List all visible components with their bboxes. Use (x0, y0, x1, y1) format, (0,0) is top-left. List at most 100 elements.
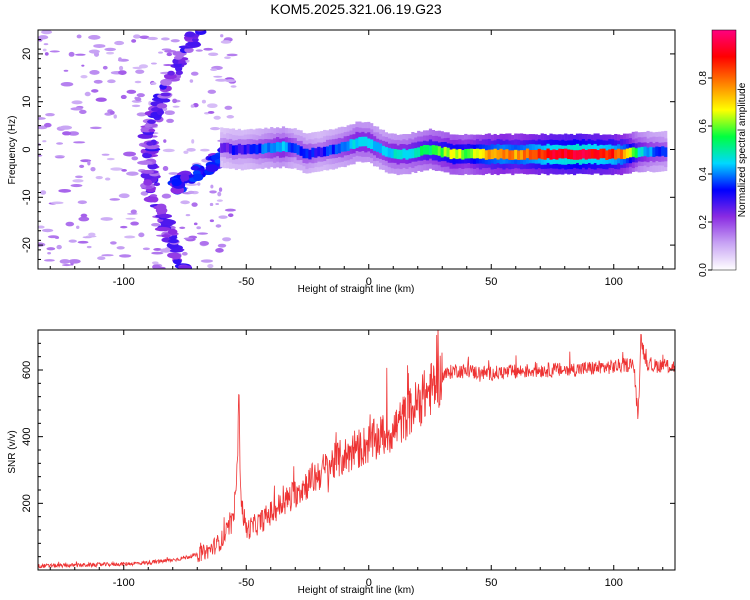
noise-speckle (76, 34, 82, 39)
ridge-cell (240, 144, 244, 155)
ridge-cell (405, 150, 409, 160)
noise-speckle (166, 118, 174, 123)
noise-speckle (136, 93, 145, 98)
ridge-cell (537, 148, 541, 159)
noise-speckle (185, 183, 198, 186)
noise-speckle (109, 110, 115, 115)
ridge-cell (258, 143, 262, 154)
noise-speckle (196, 226, 201, 230)
ridge-cell (278, 142, 283, 153)
ridge-cell (346, 141, 350, 151)
snr-y-axis-label: SNR (v/v) (7, 430, 18, 473)
noise-speckle (209, 219, 215, 223)
track-blob (154, 226, 171, 232)
track-blob (144, 123, 153, 128)
noise-speckle (45, 112, 55, 117)
noise-speckle (89, 126, 102, 130)
ridge-cell (561, 148, 565, 159)
noise-speckle (44, 52, 49, 56)
noise-speckle (38, 117, 46, 120)
noise-speckle (91, 89, 99, 93)
ridge-cell (349, 139, 353, 149)
noise-speckle (93, 79, 103, 84)
noise-speckle (209, 202, 214, 207)
ridge-cell (505, 149, 509, 159)
noise-speckle (68, 131, 80, 136)
ridge-cell (375, 142, 380, 152)
ridge-cell (425, 145, 430, 155)
track-blob (143, 179, 153, 186)
ridge-cell (643, 146, 647, 157)
ridge-cell (399, 149, 403, 160)
noise-speckle (101, 254, 114, 257)
ridge-cell (628, 147, 633, 158)
spectrogram-marks (38, 30, 668, 269)
noise-speckle (95, 175, 103, 180)
ridge-cell (331, 144, 336, 155)
noise-speckle (218, 215, 228, 219)
noise-speckle (49, 50, 60, 53)
noise-speckle (172, 105, 180, 108)
noise-speckle (218, 187, 223, 192)
noise-speckle (146, 36, 158, 41)
noise-speckle (88, 35, 101, 40)
spectrogram-y-tick-label: -10 (21, 189, 33, 205)
spectrogram-x-tick-label: 0 (366, 276, 372, 288)
colorbar-tick-label: 0.6 (698, 119, 709, 133)
ridge-cell (340, 142, 344, 152)
noise-speckle (68, 239, 77, 243)
noise-speckle (133, 34, 141, 39)
ridge-cell (555, 150, 559, 160)
noise-speckle (179, 226, 186, 230)
noise-speckle (134, 80, 142, 84)
noise-speckle (106, 157, 115, 161)
ridge-cell (246, 144, 250, 154)
ridge-cell (393, 149, 397, 159)
noise-speckle (100, 217, 113, 221)
spectrogram-x-axis-label: Height of straight line (km) (298, 284, 415, 295)
noise-speckle (118, 254, 132, 258)
track-blob (172, 58, 179, 65)
ridge-cell (522, 150, 527, 160)
ridge-cell (520, 150, 524, 160)
noise-speckle (230, 85, 237, 88)
noise-speckle (77, 200, 87, 205)
noise-speckle (191, 139, 195, 144)
noise-speckle (123, 235, 136, 239)
noise-speckle (87, 160, 91, 166)
ridge-cell (381, 145, 386, 156)
noise-speckle (118, 57, 122, 62)
ridge-cell (664, 147, 668, 157)
noise-speckle (130, 209, 137, 215)
track-blob (175, 52, 184, 59)
ridge-cell (470, 148, 474, 159)
noise-speckle (73, 141, 86, 144)
ridge-cell (478, 149, 483, 159)
ridge-cell (234, 145, 239, 155)
ridge-cell (367, 138, 371, 149)
noise-speckle (116, 246, 125, 250)
ridge-cell (325, 146, 330, 156)
spectrogram-y-ticks: -20 -10 0 10 20 (21, 29, 675, 270)
track-blob (172, 258, 182, 265)
noise-speckle (207, 52, 219, 57)
colorbar-tick-label: 0.8 (698, 71, 709, 85)
track-blob (167, 252, 180, 259)
noise-speckle (63, 69, 69, 72)
ridge-cell (517, 150, 521, 160)
noise-speckle (172, 98, 178, 104)
snr-y-tick-label: 400 (21, 427, 33, 445)
ridge-cell (237, 143, 241, 154)
noise-speckle (81, 64, 85, 67)
noise-speckle (120, 225, 128, 229)
spectrogram-y-axis-label: Frequency (Hz) (7, 116, 18, 185)
noise-speckle (207, 103, 218, 109)
noise-speckle (86, 245, 92, 249)
ridge-cell (358, 136, 362, 147)
spectrogram-y-tick-label: 20 (21, 48, 33, 60)
noise-speckle (89, 70, 100, 75)
ridge-cell (622, 149, 627, 160)
noise-speckle (215, 202, 220, 206)
noise-speckle (213, 75, 223, 78)
ridge-cell (370, 139, 374, 149)
